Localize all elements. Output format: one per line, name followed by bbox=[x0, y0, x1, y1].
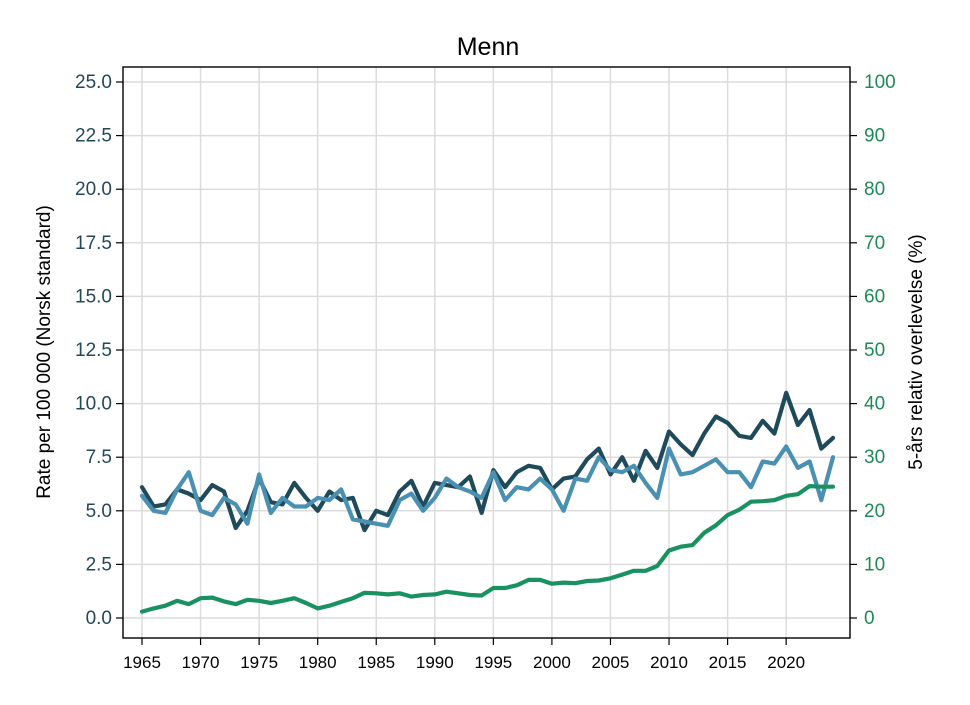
y-tick-label-left: 10.0 bbox=[75, 394, 112, 415]
y-tick-label-left: 22.5 bbox=[75, 126, 112, 147]
x-tick-label: 1990 bbox=[416, 653, 454, 672]
y-tick-label-left: 2.5 bbox=[86, 554, 112, 575]
y-tick-label-left: 0.0 bbox=[86, 608, 112, 629]
y-tick-label-left: 17.5 bbox=[75, 233, 112, 254]
y-tick-label-left: 25.0 bbox=[75, 72, 112, 93]
y-tick-label-left: 20.0 bbox=[75, 179, 112, 200]
y-tick-label-right: 30 bbox=[864, 447, 885, 468]
y-axis-label-right: 5-års relativ overlevelse (%) bbox=[906, 234, 927, 469]
x-tick-label: 2010 bbox=[650, 653, 688, 672]
x-tick-label: 2005 bbox=[592, 653, 630, 672]
y-tick-label-right: 0 bbox=[864, 608, 875, 629]
data-series bbox=[139, 390, 836, 614]
y-tick-label-left: 15.0 bbox=[75, 286, 112, 307]
plot-frame bbox=[122, 66, 851, 639]
y-tick-label-right: 50 bbox=[864, 340, 885, 361]
x-tick-label: 1965 bbox=[123, 653, 161, 672]
y-axis-label-left: Rate per 100 000 (Norsk standard) bbox=[34, 205, 55, 499]
x-tick-label: 2000 bbox=[533, 653, 571, 672]
x-tick-label: 2020 bbox=[767, 653, 805, 672]
x-tick-label: 2015 bbox=[709, 653, 747, 672]
y-tick-label-right: 60 bbox=[864, 286, 885, 307]
x-tick-label: 1980 bbox=[299, 653, 337, 672]
x-tick-label: 1970 bbox=[182, 653, 220, 672]
y-tick-label-right: 20 bbox=[864, 501, 885, 522]
series-line-2 bbox=[139, 444, 836, 528]
series-line-3 bbox=[139, 484, 836, 614]
y-tick-label-left: 5.0 bbox=[86, 501, 112, 522]
y-tick-label-right: 80 bbox=[864, 179, 885, 200]
axis-ticks: 0.0 2.5 5.0 7.5 10.0 12.5 15.0 17.5 20.0 22.5 25.0… bbox=[75, 72, 896, 672]
y-tick-label-left: 7.5 bbox=[86, 447, 112, 468]
y-tick-label-right: 70 bbox=[864, 233, 885, 254]
y-tick-label-right: 100 bbox=[864, 72, 896, 93]
x-tick-label: 1995 bbox=[474, 653, 512, 672]
y-tick-label-right: 40 bbox=[864, 394, 885, 415]
y-tick-label-right: 90 bbox=[864, 126, 885, 147]
x-tick-label: 1975 bbox=[240, 653, 278, 672]
y-tick-label-right: 10 bbox=[864, 554, 885, 575]
x-tick-label: 1985 bbox=[357, 653, 395, 672]
gridlines bbox=[123, 67, 850, 638]
y-tick-label-left: 12.5 bbox=[75, 340, 112, 361]
chart-title: Menn bbox=[457, 33, 520, 61]
